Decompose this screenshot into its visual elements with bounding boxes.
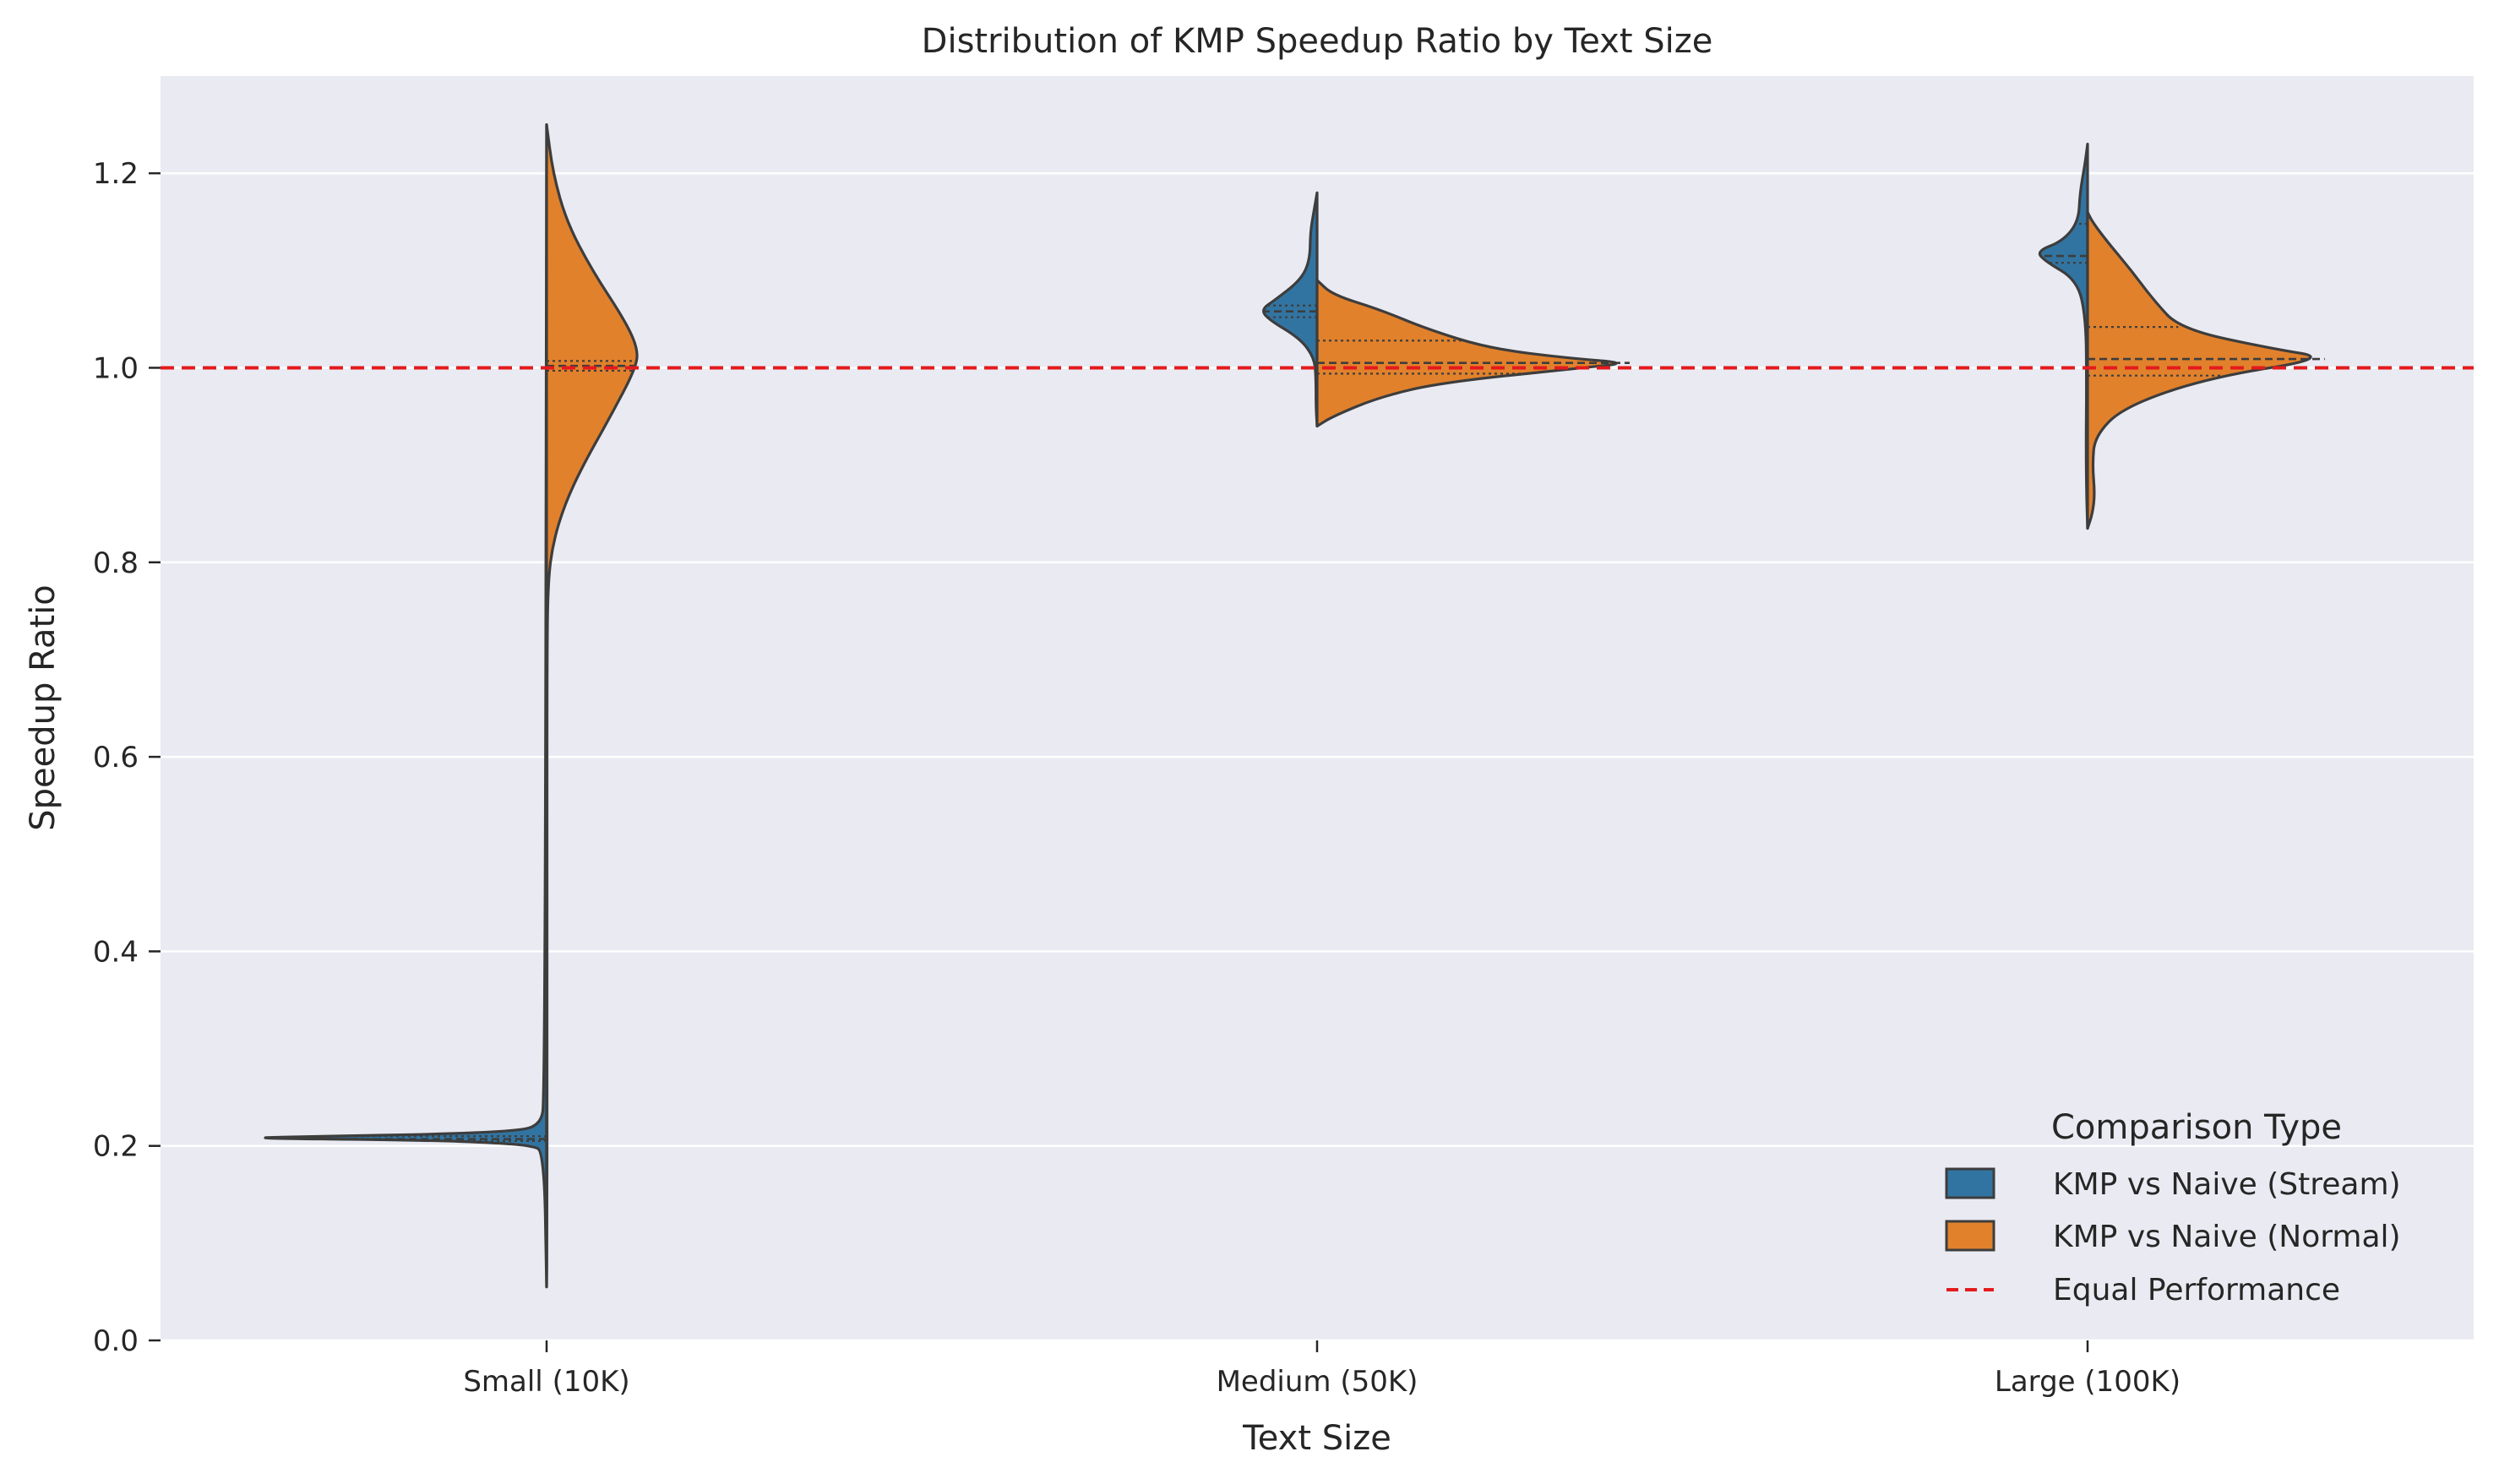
y-tick-label: 0.6	[93, 741, 139, 775]
violin-normal-large	[2086, 210, 2312, 530]
y-tick-label: 0.2	[93, 1130, 139, 1164]
y-tick-label: 0.8	[93, 546, 139, 580]
legend-title: Comparison Type	[2051, 1108, 2342, 1147]
x-axis-label: Text Size	[1242, 1419, 1391, 1458]
legend-label-normal: KMP vs Naive (Normal)	[2053, 1220, 2401, 1254]
chart-title: Distribution of KMP Speedup Ratio by Tex…	[922, 22, 1713, 61]
x-tick-label: Large (100K)	[1995, 1365, 2180, 1399]
legend-swatch-stream	[1945, 1167, 1995, 1199]
violins	[264, 122, 2325, 1289]
x-tick-label: Small (10K)	[463, 1365, 629, 1399]
x-axis-ticks: Small (10K) Medium (50K) Large (100K)	[463, 1340, 2180, 1399]
y-tick-label: 1.2	[93, 157, 139, 191]
y-axis-ticks: 0.0 0.2 0.4 0.6 0.8 1.0 1.2	[93, 157, 161, 1358]
y-axis-label: Speedup Ratio	[24, 584, 63, 831]
y-tick-label: 0.4	[93, 935, 139, 969]
legend: Comparison Type KMP vs Naive (Stream) KM…	[1945, 1108, 2401, 1307]
y-tick-label: 0.0	[93, 1324, 139, 1358]
legend-label-stream: KMP vs Naive (Stream)	[2053, 1167, 2401, 1202]
y-tick-label: 1.0	[93, 351, 139, 385]
x-tick-label: Medium (50K)	[1217, 1365, 1418, 1399]
violin-stream-small	[264, 122, 548, 1289]
violin-normal-small	[545, 122, 639, 1289]
legend-swatch-normal	[1945, 1220, 1995, 1252]
legend-label-equal-performance: Equal Performance	[2053, 1273, 2340, 1307]
